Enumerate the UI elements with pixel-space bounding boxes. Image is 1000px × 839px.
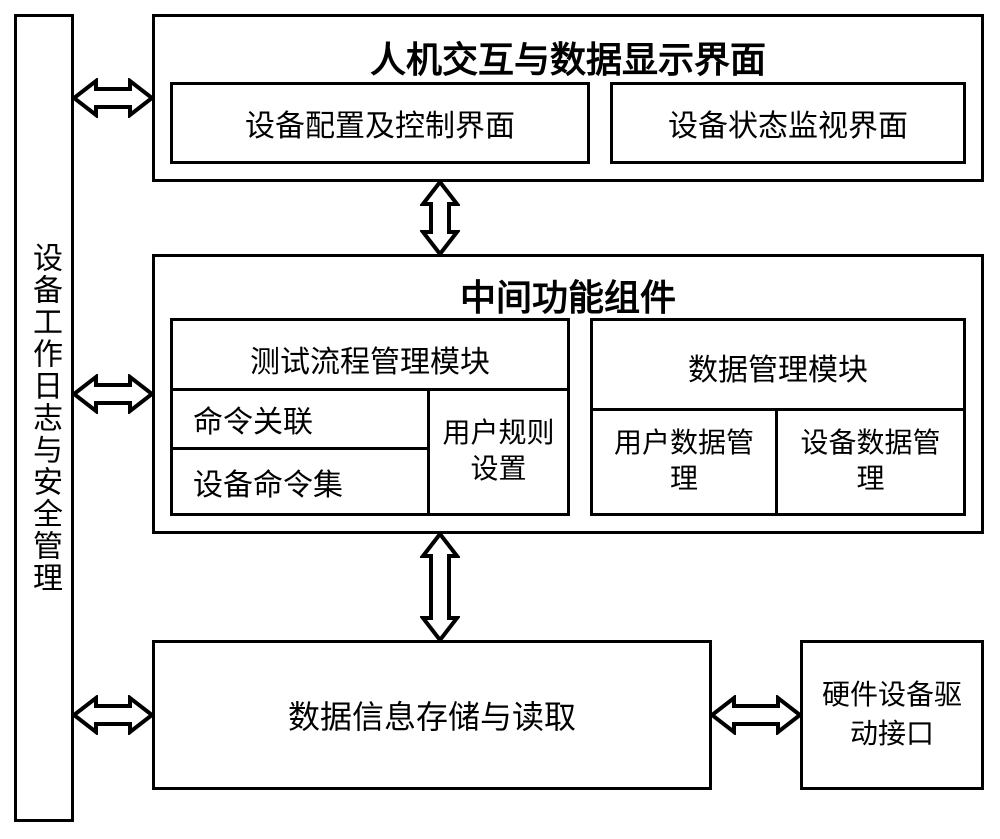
cmd-assoc-label: 命令关联	[193, 397, 313, 441]
data-storage: 数据信息存储与读取	[152, 640, 712, 790]
test-flow-title: 测试流程管理模块	[173, 321, 567, 397]
arrow-storage-driver	[712, 695, 800, 735]
layer1-monitor-label: 设备状态监视界面	[668, 101, 908, 145]
user-rule-label: 用户规则设置	[430, 416, 567, 489]
hw-driver: 硬件设备驱动接口	[800, 640, 984, 790]
user-data-mgmt: 用户数据管理	[590, 408, 778, 516]
arrow-sidebar-layer3	[74, 695, 152, 735]
layer1-monitor-ui: 设备状态监视界面	[610, 82, 966, 164]
user-data-label: 用户数据管理	[593, 426, 775, 499]
arrow-layer1-layer2	[420, 182, 460, 254]
data-storage-label: 数据信息存储与读取	[288, 692, 576, 738]
arrow-sidebar-layer2	[74, 374, 152, 414]
layer1-config-label: 设备配置及控制界面	[245, 101, 515, 145]
dev-data-mgmt: 设备数据管理	[775, 408, 966, 516]
user-rule: 用户规则设置	[427, 388, 570, 516]
data-mgmt-title: 数据管理模块	[593, 321, 963, 413]
layer1-config-ui: 设备配置及控制界面	[170, 82, 590, 164]
arrow-layer2-layer3	[420, 534, 460, 640]
hw-driver-label: 硬件设备驱动接口	[803, 676, 981, 754]
arrow-sidebar-layer1	[74, 78, 152, 118]
sidebar-log-security: 设备工作日志与安全管理	[14, 14, 74, 822]
dev-data-label: 设备数据管理	[778, 426, 963, 499]
cmd-assoc: 命令关联	[170, 388, 430, 450]
sidebar-label: 设备工作日志与安全管理	[22, 242, 66, 594]
cmd-set: 设备命令集	[170, 447, 430, 516]
cmd-set-label: 设备命令集	[193, 460, 343, 504]
